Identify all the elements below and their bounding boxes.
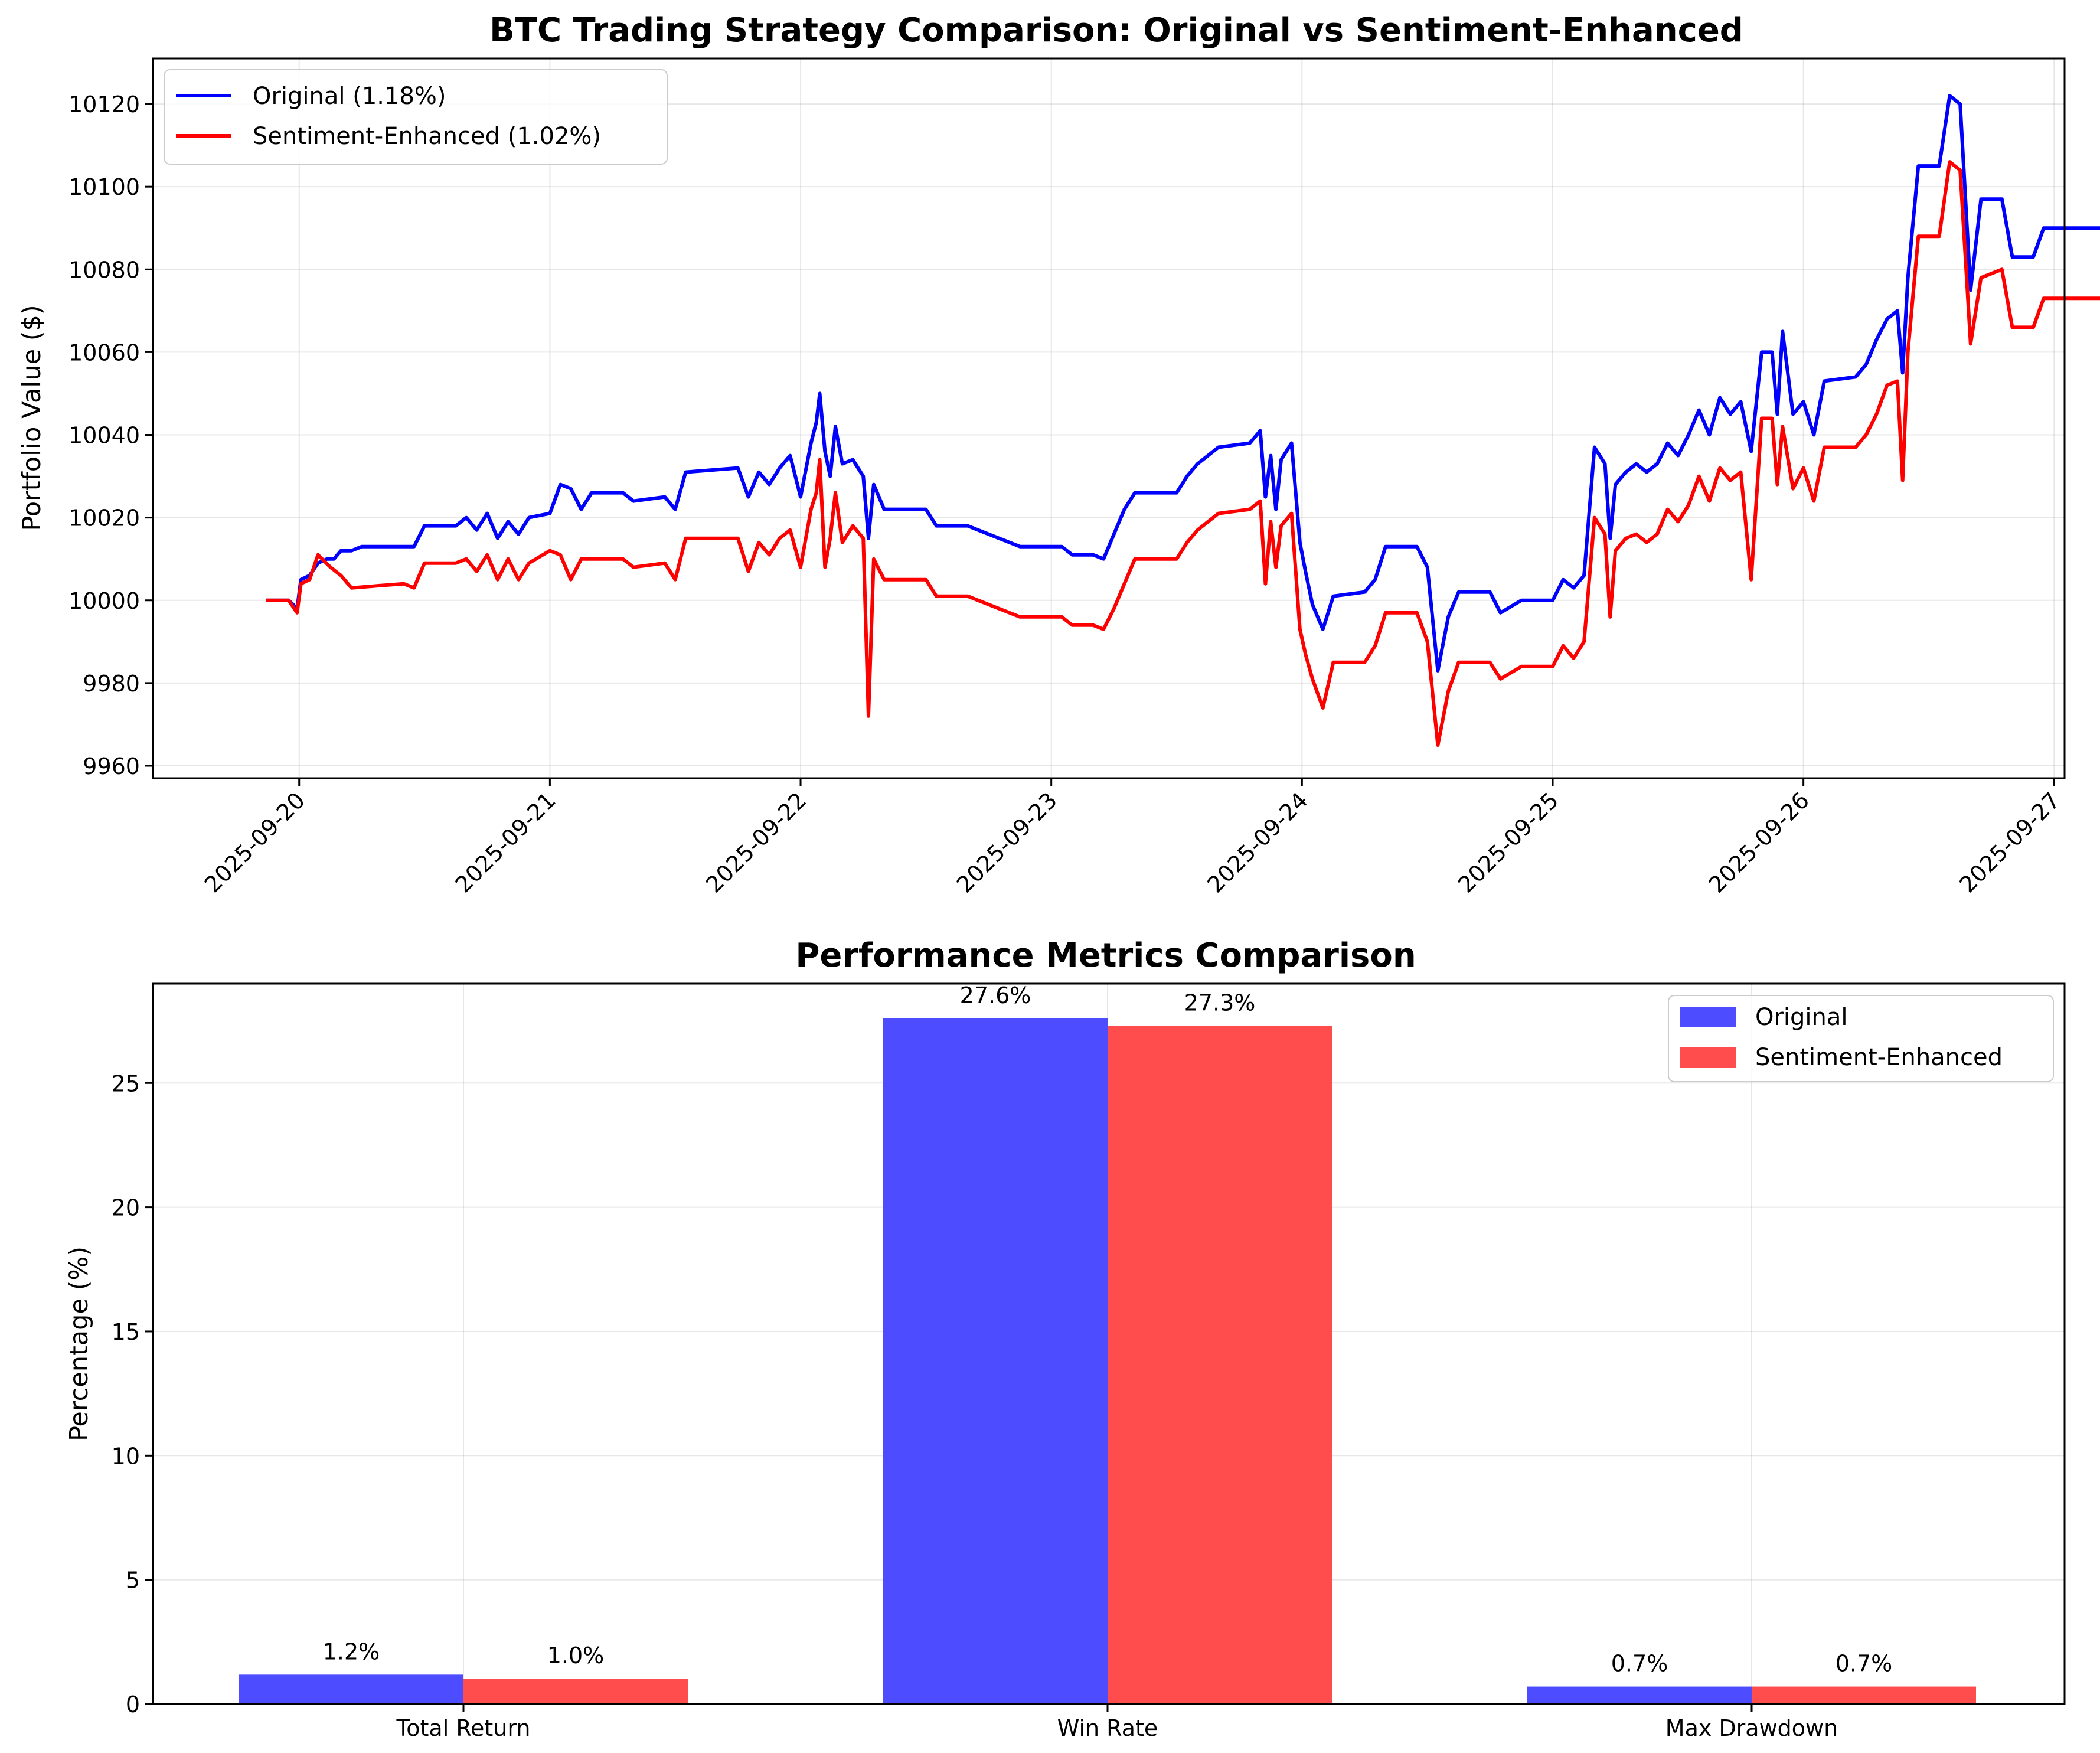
line-chart-y-tick-label: 10120 (68, 92, 140, 117)
bar-data-label: 0.7% (1836, 1651, 1893, 1677)
line-chart-legend-label: Original (1.18%) (253, 83, 446, 110)
line-chart-y-tick-label: 10080 (68, 257, 140, 283)
bar-chart-legend-swatch (1680, 1047, 1736, 1068)
bar-chart-y-tick-label: 5 (126, 1568, 140, 1594)
line-chart-legend: Original (1.18%) Sentiment-Enhanced (1.02… (164, 69, 668, 165)
bar-sentiment-enhanced (1108, 1026, 1332, 1704)
bar-original (883, 1018, 1108, 1704)
line-chart-y-tick-label: 10060 (68, 339, 140, 365)
bar-chart-y-axis-label: Percentage (%) (64, 1246, 94, 1441)
line-chart-y-tick-label: 9980 (83, 671, 140, 697)
line-chart-series (266, 94, 2100, 747)
line-series-sentiment-enhanced (266, 160, 2100, 747)
bar-chart-x-ticks: Total Return Win Rate Max Drawdown (396, 1704, 1838, 1741)
bar-chart-legend-label: Original (1755, 1004, 1848, 1031)
line-chart-y-tick-label: 10000 (68, 588, 140, 614)
line-series-original (266, 94, 2100, 673)
bar-chart-y-ticks: 0 5 10 15 20 25 (112, 1070, 153, 1718)
bar-chart-y-tick-label: 20 (112, 1195, 140, 1221)
bar-data-label: 27.3% (1184, 990, 1256, 1016)
bar-chart-legend-label: Sentiment-Enhanced (1755, 1044, 2003, 1071)
bar-chart-plot-frame (152, 982, 2066, 1705)
line-chart-y-tick-label: 9960 (83, 753, 140, 779)
bar-chart-legend-box (1668, 995, 2054, 1082)
line-chart-plot-frame (152, 57, 2066, 779)
bar-chart-category-label: Win Rate (1057, 1715, 1158, 1741)
bar-chart-panel: Performance Metrics Comparison 1.2% 27.6%… (64, 936, 2066, 1741)
line-chart-grid (153, 58, 2065, 778)
line-chart-y-tick-label: 10040 (68, 423, 140, 449)
bar-original (239, 1674, 463, 1704)
bar-chart-legend: Original Sentiment-Enhanced (1668, 995, 2054, 1082)
bar-chart-title: Performance Metrics Comparison (795, 936, 1416, 975)
line-chart-legend-box (164, 69, 668, 165)
bar-chart-y-tick-label: 25 (112, 1070, 140, 1096)
bar-chart-y-tick-label: 0 (126, 1692, 140, 1718)
bar-chart-y-tick-label: 10 (112, 1443, 140, 1469)
bar-chart-bars (239, 1018, 1976, 1704)
bar-chart-category-label: Total Return (396, 1715, 531, 1741)
line-chart-y-tick-label: 10100 (68, 174, 140, 200)
bar-data-label: 27.6% (960, 982, 1031, 1008)
bar-sentiment-enhanced (463, 1679, 688, 1704)
bar-sentiment-enhanced (1752, 1686, 1976, 1704)
bar-chart-y-tick-label: 15 (112, 1319, 140, 1345)
line-chart-y-ticks: 9960 9980 10000 10020 10040 10060 10080 10100 10… (68, 92, 153, 779)
line-chart-legend-label: Sentiment-Enhanced (1.02%) (253, 123, 601, 150)
bar-chart-data-labels: 1.2% 27.6% 0.7% 1.0% 27.3% 0.7% (323, 982, 1893, 1677)
bar-original (1527, 1686, 1752, 1704)
line-chart-y-axis-label: Portfolio Value ($) (17, 305, 47, 531)
bar-data-label: 0.7% (1611, 1651, 1668, 1677)
line-chart-title: BTC Trading Strategy Comparison: Origina… (489, 11, 1743, 50)
bar-data-label: 1.0% (547, 1643, 605, 1669)
line-chart-y-tick-label: 10020 (68, 505, 140, 531)
bar-chart-category-label: Max Drawdown (1665, 1715, 1838, 1741)
bar-chart-legend-swatch (1680, 1007, 1736, 1027)
bar-data-label: 1.2% (323, 1638, 380, 1664)
